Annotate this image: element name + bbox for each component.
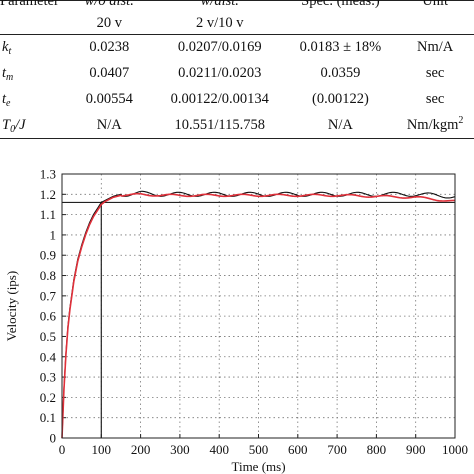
header-spec-label: Spec. (meas.) [301,0,380,9]
series-line-1 [61,190,456,439]
param-symbol: k [2,39,9,56]
table-row: te 0.00554 0.00122/0.00134 (0.00122) sec [0,87,474,113]
cell-spec: 0.0183 ± 18% [299,39,382,56]
header-c1-line2: 20 v [96,15,122,31]
cell-c1: 0.00554 [85,91,133,107]
y-tick-label: 0.1 [40,410,56,425]
header-parameter: Parameter [0,0,64,35]
chart-series [61,190,456,439]
header-c1-line1: w/o dist. [84,0,134,9]
cell-c1: 0.0238 [89,39,130,56]
x-axis-ticks: 0 100 200 300 400 500 600 700 800 900 1000 [59,434,468,457]
param-subscript: 0 [10,123,16,135]
series-line-2 [61,192,456,439]
param-symbol: t [2,91,7,107]
x-tick-label: 200 [131,442,151,457]
cell-unit: sec [396,87,474,113]
x-tick-label: 900 [406,442,426,457]
cell-c1: N/A [96,116,122,133]
velocity-chart: 0 0.1 0.2 0.3 0.4 0.5 0.6 0.7 0.8 0.9 1 1.1 1.2 1.3 0… [4,167,468,474]
y-axis-ticks: 0 0.1 0.2 0.3 0.4 0.5 0.6 0.7 0.8 0.9 1 1.1 1.2 1.3 [40,167,66,446]
cell-c2: 0.00122/0.00134 [170,91,269,107]
param-symbol: T [2,116,11,133]
y-tick-label: 0 [50,431,57,446]
parameter-table: Parameter w/o dist. 20 v w/dist. 2 v/10 … [0,0,474,139]
y-tick-label: 0.8 [40,268,56,283]
table-body: kt 0.0238 0.0207/0.0169 0.0183 ± 18% Nm/A tm 0… [0,35,474,139]
header-parameter-label: Parameter [0,0,59,9]
y-tick-label: 0.6 [40,309,57,324]
cell-parameter: tm [0,61,64,87]
x-tick-label: 100 [92,442,112,457]
x-tick-label: 300 [170,442,190,457]
param-subscript: e [6,98,11,109]
cell-c1: 0.0407 [89,65,130,81]
y-tick-label: 1 [50,227,57,242]
x-tick-label: 700 [327,442,347,457]
table-row: tm 0.0407 0.0211/0.0203 0.0359 sec [0,61,474,87]
header-c2-line2: 2 v/10 v [196,15,244,31]
x-axis-label: Time (ms) [231,459,285,474]
cell-parameter: T0/J [0,113,64,139]
y-tick-label: 0.2 [40,390,56,405]
y-tick-label: 0.9 [40,248,56,263]
y-tick-label: 0.7 [40,288,57,303]
y-axis-label: Velocity (ips) [4,271,19,341]
x-tick-label: 500 [249,442,269,457]
x-tick-label: 400 [209,442,229,457]
y-tick-label: 0.3 [40,370,56,385]
y-tick-label: 0.5 [40,329,56,344]
header-c2-line1: w/dist. [200,0,239,9]
cell-unit: Nm/kgm2 [396,113,474,139]
x-tick-label: 1000 [442,442,468,457]
header-without-disturbance: w/o dist. 20 v [64,0,155,35]
cell-parameter: kt [0,35,64,61]
param-suffix: /J [15,116,26,133]
table-header-row: Parameter w/o dist. 20 v w/dist. 2 v/10 … [0,0,474,35]
header-spec: Spec. (meas.) [285,0,397,35]
table-row: T0/J N/A 10.551/115.758 N/A Nm/kgm2 [0,113,474,139]
cell-spec: (0.00122) [312,91,369,107]
param-symbol: t [2,65,7,81]
y-tick-label: 1.2 [40,187,56,202]
x-tick-label: 800 [367,442,387,457]
cell-unit: sec [396,61,474,87]
y-tick-label: 0.4 [40,349,57,364]
table-row: kt 0.0238 0.0207/0.0169 0.0183 ± 18% Nm/A [0,35,474,61]
chart-grid [62,174,455,438]
reference-lines [62,201,455,438]
param-subscript: t [8,46,12,58]
unit-text: sec [425,91,445,107]
y-tick-label: 1.1 [40,207,56,222]
cell-c2: 0.0211/0.0203 [178,65,262,81]
header-with-disturbance: w/dist. 2 v/10 v [155,0,285,35]
unit-superscript: 2 [458,114,464,126]
x-tick-label: 600 [288,442,308,457]
cell-spec: 0.0359 [320,65,361,81]
cell-spec: N/A [327,116,353,133]
unit-text: Nm/A [416,39,454,56]
plot-frame [61,173,456,439]
unit-text: sec [425,65,445,81]
param-subscript: m [6,72,14,83]
x-tick-label: 0 [59,442,66,457]
unit-text: Nm/kgm [406,116,459,133]
cell-c2: 0.0207/0.0169 [177,39,262,56]
y-tick-label: 1.3 [40,167,56,182]
header-unit: Unit [396,0,474,35]
cell-parameter: te [0,87,64,113]
header-unit-label: Unit [422,0,448,9]
cell-c2: 10.551/115.758 [174,116,266,133]
cell-unit: Nm/A [396,35,474,61]
parameter-table-region: Parameter w/o dist. 20 v w/dist. 2 v/10 … [0,0,474,150]
